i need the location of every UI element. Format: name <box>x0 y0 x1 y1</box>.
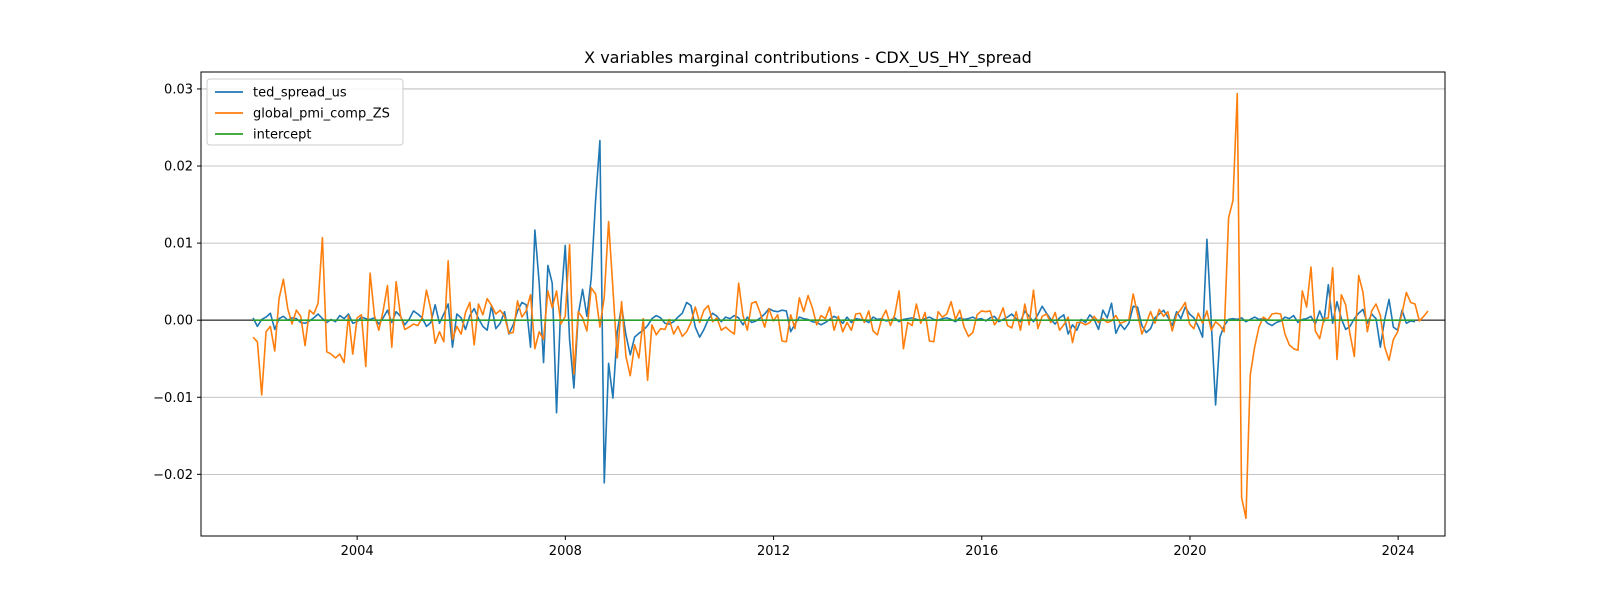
legend-label-global-pmi-comp-ZS: global_pmi_comp_ZS <box>253 107 390 122</box>
x-tick-label: 2024 <box>1382 544 1415 559</box>
x-tick-label: 2004 <box>341 544 374 559</box>
series-line-global-pmi-comp-ZS <box>252 92 1429 520</box>
axes: −0.02 −0.01 0.00 0.01 0.02 0.03 2004 2008 2012 20… <box>153 82 1415 559</box>
y-tick-label: 0.02 <box>164 160 193 175</box>
plot-frame <box>200 71 1446 537</box>
y-tick-label: 0.00 <box>164 314 193 329</box>
x-tick-label: 2008 <box>549 544 582 559</box>
legend: ted_spread_us global_pmi_comp_ZS intercept <box>206 78 404 146</box>
x-tick-label: 2016 <box>965 544 998 559</box>
y-tick-label: 0.01 <box>164 237 193 252</box>
legend-box <box>206 78 404 146</box>
legend-label-ted-spread-us: ted_spread_us <box>253 86 347 101</box>
chart-title: X variables marginal contributions - CDX… <box>584 48 1032 68</box>
x-tick-label: 2012 <box>757 544 790 559</box>
y-tick-label: −0.02 <box>153 468 193 483</box>
legend-label-intercept: intercept <box>253 128 312 143</box>
series-lines <box>252 92 1429 520</box>
x-tick-label: 2020 <box>1173 544 1206 559</box>
y-tick-label: 0.03 <box>164 82 193 97</box>
series-line-ted-spread-us <box>252 139 1416 484</box>
y-tick-label: −0.01 <box>153 391 193 406</box>
